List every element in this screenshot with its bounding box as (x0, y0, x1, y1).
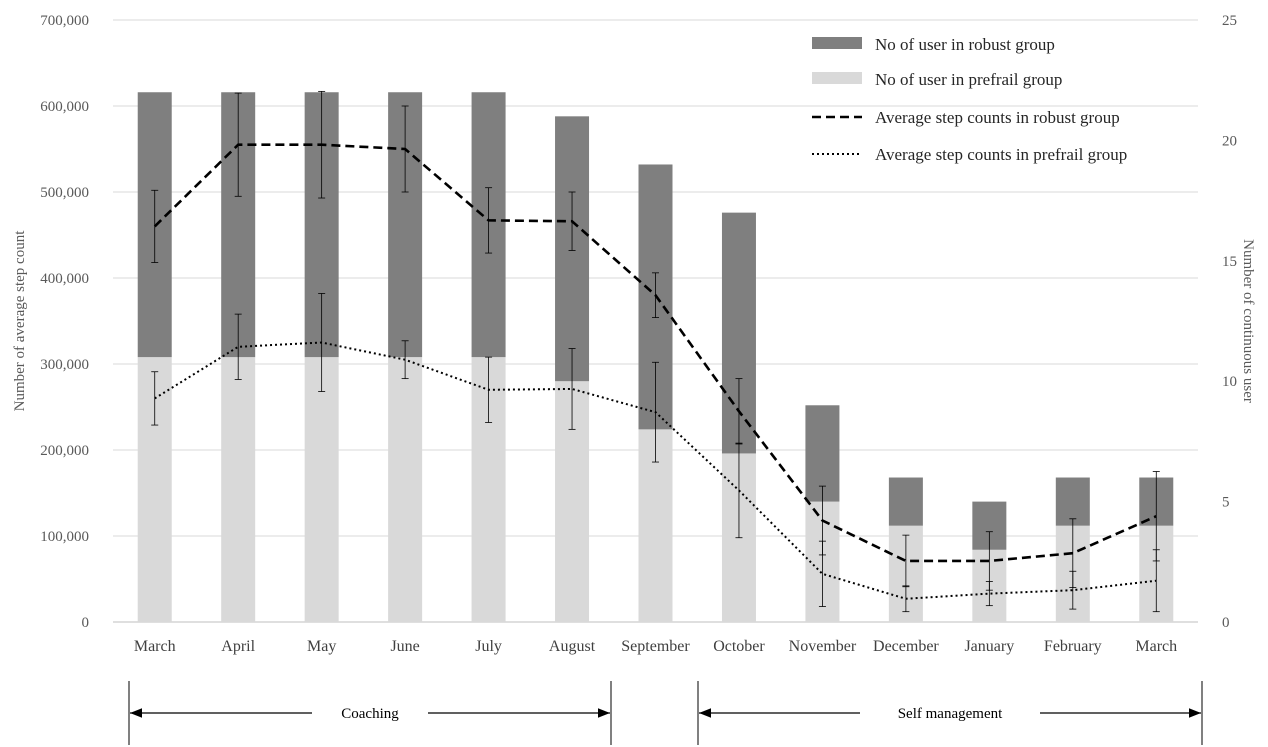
y-right-axis-title: Number of continuous user (1240, 239, 1256, 403)
legend-label: Average step counts in robust group (875, 108, 1120, 127)
bars (137, 92, 1174, 622)
y-left-tick-label: 0 (82, 615, 90, 631)
lines (151, 90, 1160, 613)
x-category-label: January (964, 638, 1014, 655)
y-right-tick-label: 0 (1222, 615, 1230, 631)
x-category-label: July (475, 638, 502, 655)
legend-label: No of user in prefrail group (875, 70, 1062, 89)
phase-annotations: Coaching Self management (128, 681, 1203, 745)
y-right-tick-label: 15 (1222, 254, 1237, 270)
x-category-label: May (307, 638, 336, 655)
bar-prefrail (304, 357, 339, 622)
y-left-tick-label: 400,000 (40, 271, 89, 287)
y-left-tick-label: 500,000 (40, 185, 89, 201)
x-category-label: October (713, 638, 765, 655)
phase-label: Self management (898, 706, 1003, 722)
x-category-label: March (134, 638, 176, 655)
x-category-label: March (1135, 638, 1177, 655)
bar-prefrail (388, 357, 423, 622)
y-right-tick-label: 20 (1222, 133, 1237, 149)
legend-swatch-prefrail-bar (812, 72, 862, 84)
bar-robust (805, 405, 840, 502)
legend-swatch-robust-bar (812, 37, 862, 49)
y-right-tick-label: 5 (1222, 495, 1230, 511)
bar-robust (888, 477, 923, 526)
y-left-tick-label: 100,000 (40, 529, 89, 545)
y-left-tick-label: 600,000 (40, 99, 89, 115)
y-left-tick-label: 200,000 (40, 443, 89, 459)
bar-prefrail (221, 357, 256, 622)
x-category-label: April (221, 638, 255, 655)
y-left-axis-title: Number of average step count (12, 230, 28, 412)
phase-label: Coaching (341, 706, 399, 722)
x-category-label: February (1044, 638, 1102, 655)
y-left-tick-label: 700,000 (40, 13, 89, 29)
legend-label: Average step counts in prefrail group (875, 145, 1127, 164)
legend-label: No of user in robust group (875, 35, 1055, 54)
y-left-tick-label: 300,000 (40, 357, 89, 373)
x-category-label: November (789, 638, 857, 655)
axes: 0 100,000 200,000 300,000 400,000 500,000 600,… (12, 13, 1256, 655)
legend: No of user in robust group No of user in … (812, 35, 1127, 164)
y-right-tick-label: 25 (1222, 13, 1237, 29)
y-right-tick-label: 10 (1222, 374, 1237, 390)
bar-robust (1055, 477, 1090, 526)
x-category-label: September (621, 638, 690, 655)
x-category-label: June (390, 638, 419, 655)
x-category-label: December (873, 638, 939, 655)
x-category-label: August (549, 638, 596, 655)
